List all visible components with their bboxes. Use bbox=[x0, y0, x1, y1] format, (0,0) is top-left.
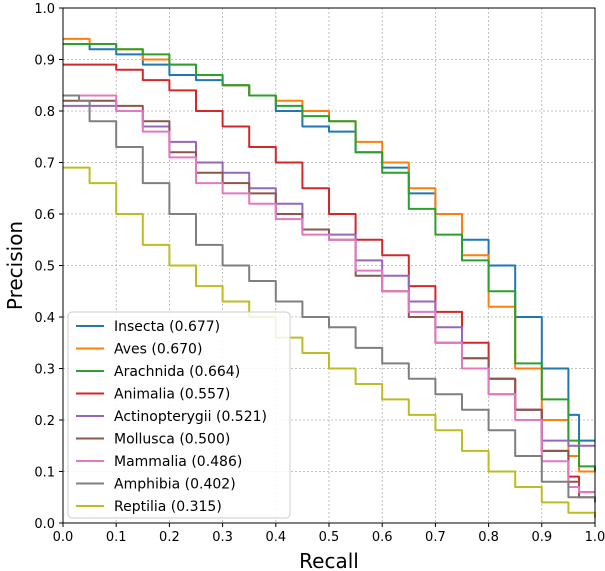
x-tick-label: 1.0 bbox=[585, 530, 605, 545]
y-tick-label: 0.6 bbox=[34, 208, 55, 223]
legend: Insecta (0.677) Aves (0.670) Arachnida (0.… bbox=[67, 311, 291, 519]
legend-entry: Mollusca (0.500) bbox=[114, 432, 230, 448]
legend-entry: Mammalia (0.486) bbox=[114, 454, 242, 470]
legend-entry: Actinopterygii (0.521) bbox=[114, 409, 267, 425]
series-line bbox=[63, 94, 595, 494]
series-line bbox=[63, 94, 596, 503]
legend-entry: Animalia (0.557) bbox=[114, 387, 230, 403]
y-tick-label: 0.0 bbox=[34, 517, 55, 532]
y-axis-label: Precision bbox=[3, 221, 27, 310]
axis-ticks: 0.0 0.1 0.2 0.3 0.4 0.5 0.6 0.7 0.8 0.9 1.0 0.0 0.1 0… bbox=[34, 2, 605, 545]
x-tick-label: 0.9 bbox=[531, 530, 552, 545]
x-tick-label: 0.6 bbox=[372, 530, 393, 545]
x-tick-label: 0.2 bbox=[159, 530, 180, 545]
x-tick-label: 0.0 bbox=[53, 530, 74, 545]
y-tick-label: 0.7 bbox=[34, 157, 55, 172]
legend-entry: Amphibia (0.402) bbox=[114, 477, 236, 493]
series-line bbox=[63, 166, 596, 518]
x-tick-label: 0.8 bbox=[478, 530, 499, 545]
legend-entry: Aves (0.670) bbox=[114, 342, 202, 358]
y-tick-label: 0.2 bbox=[34, 414, 55, 429]
x-tick-label: 0.1 bbox=[106, 530, 127, 545]
y-tick-label: 1.0 bbox=[34, 2, 55, 17]
legend-entry: Insecta (0.677) bbox=[114, 319, 220, 335]
y-tick-label: 0.9 bbox=[34, 54, 55, 69]
y-tick-label: 0.3 bbox=[34, 363, 55, 378]
y-tick-label: 0.8 bbox=[34, 105, 55, 120]
y-tick-label: 0.1 bbox=[34, 466, 55, 481]
y-tick-label: 0.4 bbox=[34, 311, 55, 326]
x-axis-label: Recall bbox=[299, 549, 359, 571]
legend-entry: Arachnida (0.664) bbox=[114, 364, 240, 380]
x-tick-label: 0.3 bbox=[212, 530, 233, 545]
series-line bbox=[63, 43, 596, 472]
series-line bbox=[63, 43, 595, 442]
x-tick-label: 0.5 bbox=[319, 530, 340, 545]
legend-box bbox=[67, 311, 291, 519]
x-tick-label: 0.7 bbox=[425, 530, 446, 545]
series-lines bbox=[63, 37, 596, 518]
y-tick-label: 0.5 bbox=[34, 260, 55, 275]
legend-entry: Reptilia (0.315) bbox=[114, 499, 222, 515]
x-tick-label: 0.4 bbox=[265, 530, 286, 545]
